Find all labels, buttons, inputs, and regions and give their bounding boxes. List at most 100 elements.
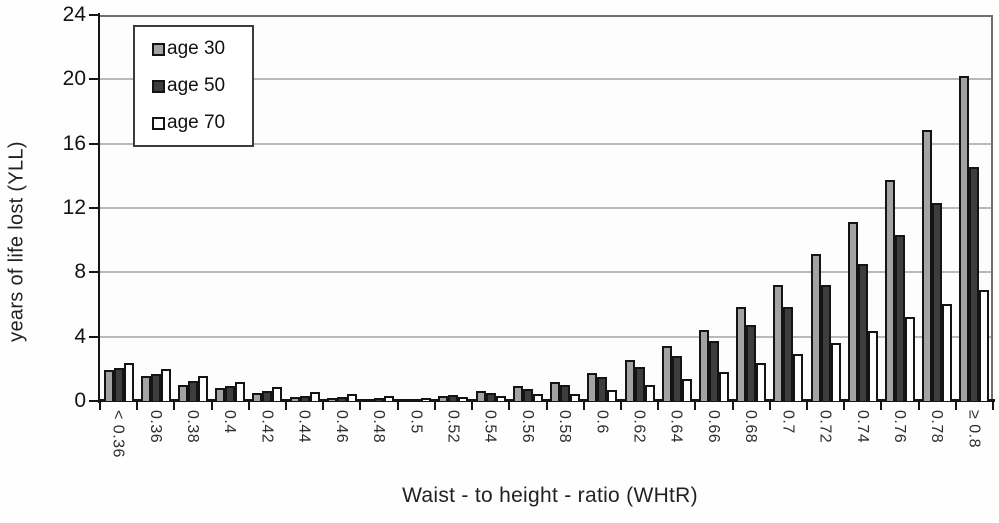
x-tick-label: 0.64 [667,410,685,444]
bar-age-70-0.72 [830,342,841,401]
x-tick-label: 0.7 [779,410,797,434]
gridline [100,335,991,338]
legend-swatch-icon [152,116,165,130]
bar-age-50-0.72 [820,284,831,401]
legend: age 30 age 50 age 70 [133,25,254,147]
bar-age-50-0.68 [746,325,757,401]
bar-age-30-0.4 [215,387,226,401]
x-axis-tick [619,402,622,410]
bar-age-50-0.54 [485,392,496,401]
bar-age-50-0.42 [262,390,273,401]
bar-age-30-0.6 [587,373,598,401]
bar-age-30-0.74 [847,222,858,401]
x-axis-tick [992,402,994,410]
x-axis-tick [657,402,660,410]
legend-item: age 50 [152,75,244,97]
x-axis-tick [136,402,139,410]
bar-age-30-0.42 [252,393,263,401]
bar-age-70-0.52 [458,396,469,401]
bar-age-50-<0.36 [113,367,124,401]
x-tick-label: < 0.36 [109,410,127,458]
bar-age-50-0.64 [671,355,682,401]
bar-age-30-0.5 [401,398,412,401]
legend-label: age 70 [167,112,226,133]
bar-age-30-<0.36 [103,370,114,401]
y-axis-tick [89,14,98,16]
x-axis-tick [247,402,250,410]
bar-age-50-0.38 [188,381,199,401]
x-tick-label: 0.78 [928,410,946,444]
bar-age-50-0.62 [634,366,645,401]
bar-age-50-0.76 [894,234,905,401]
bar-age-50-0.74 [857,263,868,401]
bar-age-30-0.56 [512,386,523,401]
bar-age-70-0.36 [160,369,171,401]
bar-age-50-0.6 [597,377,608,401]
bar-age-30-0.44 [289,397,300,401]
x-axis-tick [433,402,436,410]
plot-area [100,15,993,401]
bar-age-30-0.62 [624,360,635,401]
y-tick-label: 24 [62,3,86,26]
y-axis-tick [89,335,98,338]
x-axis-tick [396,402,399,410]
bar-age-70-0.78 [942,304,953,401]
y-tick-label: 12 [62,196,86,219]
bar-age-70-0.66 [718,371,729,401]
bar-age-70-0.38 [198,376,209,401]
x-tick-label: 0.36 [146,410,164,444]
x-axis-tick [173,402,176,410]
x-axis-tick [843,402,846,410]
legend-label: age 50 [167,75,226,96]
x-tick-label: 0.74 [853,410,871,444]
y-tick-label: 4 [74,324,86,348]
bar-age-70-0.62 [644,385,655,401]
x-tick-label: 0.56 [518,410,536,444]
x-axis-tick [322,402,325,410]
y-axis-tick [89,271,98,274]
y-axis-line [98,13,100,403]
bar-age-30-0.36 [140,376,151,401]
gridline [100,271,991,274]
bar-age-70-0.58 [570,394,581,401]
x-axis-tick [917,402,920,410]
bar-age-30-0.64 [661,345,672,401]
bar-age-30-≥0.8 [959,75,970,401]
bar-age-50-0.36 [150,374,161,401]
y-tick-label: 16 [62,131,86,155]
gridline [100,78,991,81]
bar-age-50-0.48 [374,398,385,401]
legend-label: age 30 [167,38,226,59]
x-tick-label: 0.58 [556,410,574,444]
bar-age-30-0.52 [438,395,449,401]
bar-age-70-0.44 [309,391,320,401]
x-tick-label: 0.6 [593,410,611,434]
bar-age-50-0.52 [448,394,459,401]
y-tick-label: 0 [74,389,86,412]
x-tick-label: 0.66 [704,410,722,444]
bar-age-50-0.7 [783,307,794,401]
legend-item: age 30 [152,38,244,60]
x-axis-tick [805,402,808,410]
x-tick-label: 0.62 [630,410,648,444]
x-tick-label: 0.42 [258,410,276,444]
y-axis-tick [89,400,98,402]
bar-age-50-0.46 [336,397,347,401]
x-axis-tick [210,402,213,410]
bar-age-70-0.5 [421,398,432,401]
bar-age-30-0.38 [178,384,189,401]
bar-age-30-0.48 [364,398,375,401]
x-axis-tick [99,402,101,410]
gridline [100,142,991,145]
x-axis-tick [731,402,734,410]
bar-age-70-0.74 [867,331,878,401]
bar-age-50-0.58 [560,385,571,401]
legend-swatch-icon [152,42,165,56]
bar-age-70-0.7 [793,353,804,401]
y-axis-tick [89,78,98,81]
y-axis-tick [89,207,98,209]
bar-age-70-0.42 [272,386,283,401]
x-tick-label: 0.72 [816,410,834,444]
y-axis-tick [89,142,98,145]
x-tick-label: 0.48 [370,410,388,444]
